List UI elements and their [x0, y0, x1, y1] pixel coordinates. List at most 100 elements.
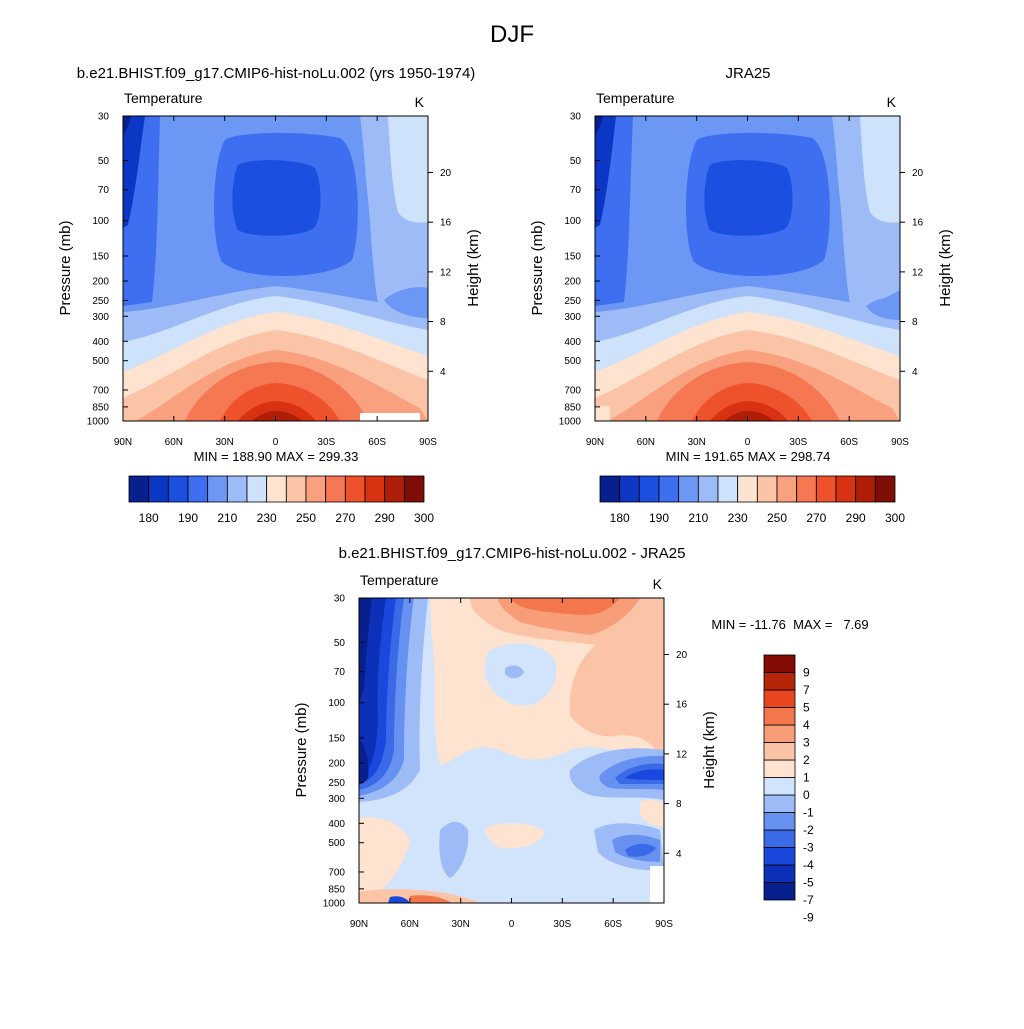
panel-obs-ylabel: Pressure (mb) — [529, 220, 546, 315]
x-tick-label: 30N — [215, 437, 233, 448]
colorbar-label: -2 — [803, 823, 814, 837]
x-tick-label: 60N — [165, 437, 183, 448]
y-tick-label: 700 — [564, 385, 581, 396]
panel-obs-x-ticks: 90N 60N 30N 0 30S 60S 90S — [586, 116, 909, 448]
panel-model: b.e21.BHIST.f09_g17.CMIP6-hist-noLu.002 … — [57, 65, 482, 525]
panel-diff-units: K — [653, 576, 663, 592]
colorbar-label: -9 — [803, 911, 814, 925]
colorbar-swatch — [207, 475, 228, 503]
band-cold-core — [232, 160, 321, 236]
y-tick-label: 200 — [328, 759, 345, 770]
x-tick-label: 90N — [114, 437, 132, 448]
y-tick-label: 100 — [92, 216, 109, 227]
y-right-tick-label: 20 — [676, 650, 688, 661]
x-tick-label: 90N — [586, 437, 604, 448]
panel-obs-ylabel-right: Height (km) — [937, 229, 954, 307]
x-tick-label: 60N — [401, 919, 419, 930]
band-warm-4 — [238, 401, 316, 421]
panel-diff-minmax: MIN = -11.76 MAX = 7.69 — [711, 617, 868, 632]
colorbar-label: 3 — [803, 736, 810, 750]
colorbar-label: 1 — [803, 771, 810, 785]
diff-pos-2 — [470, 598, 664, 760]
colorbar-swatch — [266, 475, 287, 503]
panel-model-ylabel-right: Height (km) — [465, 229, 482, 307]
colorbar-label: 300 — [414, 511, 434, 525]
colorbar-label: -5 — [803, 876, 814, 890]
x-tick-label: 60S — [840, 437, 858, 448]
band-cold-pole-tip — [123, 116, 131, 134]
colorbar-swatch — [763, 707, 796, 726]
y-right-tick-label: 4 — [912, 367, 918, 378]
panel-model-subtitle: Temperature — [124, 90, 203, 106]
y-tick-label: 100 — [564, 216, 581, 227]
y-tick-label: 100 — [328, 698, 345, 709]
x-tick-label: 0 — [273, 437, 279, 448]
y-tick-label: 300 — [328, 794, 345, 805]
y-right-tick-label: 4 — [676, 849, 682, 860]
y-tick-label: 850 — [328, 884, 345, 895]
y-tick-label: 500 — [92, 356, 109, 367]
x-tick-label: 60N — [637, 437, 655, 448]
colorbar-label: 210 — [217, 511, 237, 525]
panel-model-x-ticks: 90N 60N 30N 0 30S 60S 90S — [114, 116, 437, 448]
band-warm-4 — [710, 401, 788, 421]
colorbar-swatch — [763, 654, 796, 673]
colorbar-swatch — [128, 475, 150, 503]
y-right-tick-label: 20 — [912, 168, 924, 179]
diff-neg-sh-4 — [625, 769, 664, 780]
band-cold-pole-core — [123, 116, 145, 228]
colorbar-swatch — [187, 475, 209, 503]
colorbar-label: -3 — [803, 841, 814, 855]
colorbar-swatch — [697, 475, 719, 503]
colorbar-swatch — [737, 475, 758, 503]
colorbar-label: 0 — [803, 788, 810, 802]
x-tick-label: 90S — [655, 919, 673, 930]
colorbar-swatch — [763, 777, 796, 796]
band-cold-pole-tip — [595, 116, 603, 134]
panel-obs-y-ticks: 30 50 70 100 150 200 250 300 400 500 700 850 1000 — [559, 112, 600, 428]
x-tick-label: 30S — [789, 437, 807, 448]
colorbar-label: 250 — [767, 511, 787, 525]
y-tick-label: 400 — [328, 819, 345, 830]
y-tick-label: 150 — [92, 251, 109, 262]
diff-neg-low-4 — [625, 843, 656, 857]
colorbar-swatch — [344, 475, 366, 503]
colorbar-swatch — [384, 475, 405, 503]
colorbar-swatch — [403, 475, 425, 503]
colorbar-label: 290 — [375, 511, 395, 525]
x-tick-label: 0 — [509, 919, 515, 930]
colorbar-swatch — [763, 864, 796, 883]
band-warm-strat-core — [860, 116, 900, 223]
colorbar-swatch — [874, 475, 896, 503]
panel-diff-y-ticks: 30 50 70 100 150 200 250 300 400 500 700 850 1000 — [323, 594, 364, 910]
colorbar-swatch — [756, 475, 778, 503]
colorbar-swatch — [364, 475, 386, 503]
band-warm-peak — [724, 411, 774, 421]
y-right-tick-label: 12 — [676, 749, 688, 760]
colorbar-label: 270 — [806, 511, 826, 525]
y-tick-label: 500 — [328, 838, 345, 849]
panel-obs-colorbar: 180 190 210 230 250 270 290 300 — [599, 475, 905, 525]
y-right-tick-label: 12 — [912, 267, 924, 278]
diff-neg-surface-core — [388, 896, 410, 903]
diff-neg-low-1 — [439, 821, 469, 878]
y-tick-label: 50 — [570, 156, 582, 167]
y-tick-label: 1000 — [323, 899, 346, 910]
y-tick-label: 30 — [334, 594, 346, 605]
colorbar-label: 4 — [803, 718, 810, 732]
colorbar-swatch — [763, 794, 796, 813]
colorbar-label: -7 — [803, 893, 814, 907]
colorbar-swatch — [763, 847, 796, 866]
missing-surface — [360, 413, 420, 421]
panel-model-field — [123, 116, 428, 421]
y-tick-label: 70 — [98, 185, 110, 196]
y-right-tick-label: 12 — [440, 267, 452, 278]
y-tick-label: 850 — [92, 402, 109, 413]
panel-model-colorbar: 180 190 210 230 250 270 290 300 — [128, 475, 434, 525]
y-tick-label: 250 — [328, 778, 345, 789]
y-tick-label: 200 — [92, 277, 109, 288]
band-strat-patch — [866, 297, 900, 320]
panel-model-units: K — [415, 94, 425, 110]
